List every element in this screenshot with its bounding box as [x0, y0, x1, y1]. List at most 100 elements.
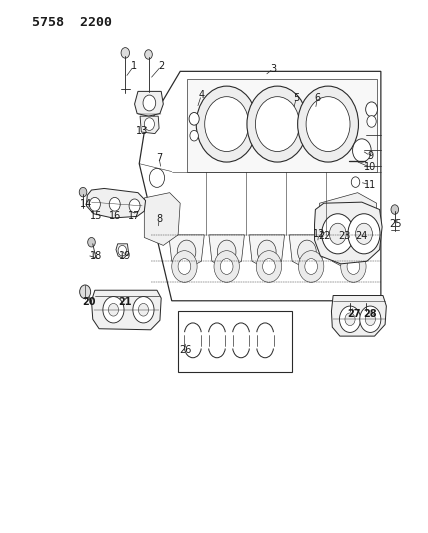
Circle shape	[360, 306, 381, 333]
Circle shape	[347, 259, 360, 274]
Polygon shape	[134, 91, 163, 116]
Text: 12: 12	[312, 229, 325, 239]
Circle shape	[121, 47, 130, 58]
Polygon shape	[139, 71, 381, 301]
Circle shape	[79, 188, 87, 197]
Polygon shape	[92, 290, 161, 330]
Text: 4: 4	[198, 90, 205, 100]
Circle shape	[144, 118, 155, 131]
Circle shape	[256, 251, 282, 282]
Text: 2: 2	[158, 61, 164, 71]
Circle shape	[306, 96, 350, 151]
Text: 25: 25	[389, 219, 402, 229]
Circle shape	[217, 240, 236, 263]
Text: 16: 16	[110, 211, 122, 221]
Circle shape	[297, 86, 359, 162]
Circle shape	[205, 96, 249, 151]
Text: 17: 17	[128, 211, 141, 221]
Circle shape	[118, 245, 127, 256]
Polygon shape	[289, 235, 325, 269]
Polygon shape	[116, 244, 129, 259]
Text: 14: 14	[80, 199, 92, 209]
Text: 22: 22	[318, 231, 331, 241]
Circle shape	[172, 251, 197, 282]
Circle shape	[345, 313, 355, 326]
Circle shape	[348, 214, 380, 254]
Circle shape	[367, 116, 376, 127]
Text: 10: 10	[364, 163, 377, 172]
Circle shape	[351, 177, 360, 188]
Circle shape	[138, 303, 149, 316]
Polygon shape	[315, 214, 366, 238]
Circle shape	[365, 313, 375, 326]
Circle shape	[366, 102, 377, 117]
Circle shape	[362, 297, 370, 306]
Circle shape	[108, 303, 119, 316]
Text: 23: 23	[338, 231, 350, 241]
Circle shape	[297, 240, 316, 263]
Text: 15: 15	[90, 211, 103, 221]
Circle shape	[338, 240, 357, 263]
Text: 7: 7	[156, 154, 162, 164]
Circle shape	[353, 139, 371, 162]
Circle shape	[391, 205, 398, 214]
Text: 18: 18	[90, 251, 103, 261]
Text: 27: 27	[348, 309, 361, 319]
Circle shape	[177, 240, 196, 263]
Circle shape	[256, 96, 299, 151]
Polygon shape	[209, 235, 244, 269]
Circle shape	[220, 259, 233, 274]
Circle shape	[190, 131, 198, 141]
Text: 11: 11	[364, 180, 377, 190]
Circle shape	[88, 238, 95, 247]
Text: 26: 26	[179, 345, 191, 355]
Polygon shape	[187, 79, 377, 172]
Circle shape	[339, 306, 360, 333]
Circle shape	[341, 251, 366, 282]
Text: 24: 24	[355, 231, 367, 241]
Circle shape	[178, 259, 191, 274]
Text: 28: 28	[363, 309, 377, 319]
Polygon shape	[86, 189, 146, 218]
Circle shape	[143, 95, 156, 111]
Text: 19: 19	[119, 251, 131, 261]
Polygon shape	[331, 295, 386, 336]
Circle shape	[80, 285, 91, 298]
Circle shape	[149, 168, 165, 188]
Circle shape	[346, 297, 354, 306]
Text: 5: 5	[293, 93, 300, 103]
Circle shape	[189, 112, 199, 125]
Circle shape	[305, 259, 318, 274]
Circle shape	[356, 223, 372, 244]
Bar	[178, 311, 292, 372]
Polygon shape	[140, 116, 159, 134]
Circle shape	[322, 214, 354, 254]
Polygon shape	[249, 235, 285, 269]
Text: 9: 9	[367, 151, 373, 161]
Circle shape	[129, 199, 140, 213]
Text: 20: 20	[83, 297, 96, 308]
Circle shape	[298, 251, 324, 282]
Circle shape	[148, 220, 160, 235]
Text: 5758  2200: 5758 2200	[33, 16, 112, 29]
Text: 1: 1	[131, 61, 137, 71]
Polygon shape	[315, 202, 382, 264]
Text: 21: 21	[119, 297, 132, 308]
Circle shape	[196, 86, 257, 162]
Circle shape	[329, 223, 346, 244]
Circle shape	[258, 240, 276, 263]
Polygon shape	[169, 235, 204, 269]
Circle shape	[133, 296, 154, 323]
Text: 6: 6	[315, 93, 321, 103]
Polygon shape	[329, 235, 365, 269]
Circle shape	[89, 197, 100, 211]
Circle shape	[145, 50, 152, 59]
Text: 8: 8	[156, 214, 162, 224]
Text: 13: 13	[136, 126, 149, 136]
Polygon shape	[320, 192, 377, 253]
Circle shape	[247, 86, 308, 162]
Circle shape	[263, 259, 275, 274]
Circle shape	[109, 197, 120, 211]
Polygon shape	[144, 192, 180, 245]
Text: 3: 3	[270, 64, 276, 74]
